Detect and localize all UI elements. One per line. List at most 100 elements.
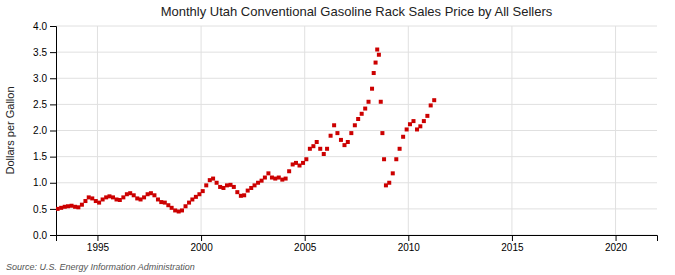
point — [304, 157, 308, 161]
point — [97, 201, 101, 205]
point — [83, 199, 87, 203]
point — [429, 103, 433, 107]
point — [201, 189, 205, 193]
point — [246, 189, 250, 193]
point — [408, 122, 412, 126]
tick-label: 2015 — [501, 242, 524, 253]
point — [277, 176, 281, 180]
tick: 1.0 — [33, 177, 56, 188]
plot: 1995200020052010201520200.00.51.01.52.02… — [33, 21, 657, 253]
tick-mark — [512, 235, 513, 241]
tick: 1995 — [87, 235, 110, 253]
point — [380, 131, 384, 135]
point — [284, 177, 288, 181]
point — [382, 157, 386, 161]
point — [173, 208, 177, 212]
point — [401, 135, 405, 139]
tick-label: 2010 — [398, 242, 421, 253]
point — [322, 152, 326, 156]
point — [418, 124, 422, 128]
point — [142, 195, 146, 199]
tick-label: 0.0 — [33, 230, 47, 241]
point — [163, 201, 167, 205]
point — [225, 183, 229, 187]
point — [253, 183, 257, 187]
points — [56, 48, 436, 214]
point — [377, 53, 381, 57]
tick: 1.5 — [33, 151, 56, 162]
tick-label: 2.5 — [33, 99, 47, 110]
tick-mark — [50, 157, 56, 158]
tick: 2000 — [190, 235, 213, 253]
tick-mark — [616, 235, 617, 241]
point — [301, 161, 305, 165]
point — [90, 196, 94, 200]
point — [242, 193, 246, 197]
point — [422, 119, 426, 123]
grid-line — [511, 26, 512, 235]
point — [332, 123, 336, 127]
tick-label: 2005 — [294, 242, 317, 253]
point — [256, 181, 260, 185]
annotation: Source: U.S. Energy Information Administ… — [6, 262, 195, 272]
tick-label: 1.0 — [33, 177, 47, 188]
point — [432, 98, 436, 102]
tick: 2010 — [398, 235, 421, 253]
point — [80, 203, 84, 207]
tick: 3.5 — [33, 47, 56, 58]
point — [76, 205, 80, 209]
point — [132, 193, 136, 197]
y-axis-label: Dollars per Gallon — [4, 86, 16, 174]
axis-line — [57, 236, 658, 242]
point — [184, 204, 188, 208]
tick-mark — [305, 235, 306, 241]
tick-label: 0.5 — [33, 204, 47, 215]
point — [405, 127, 409, 131]
point — [215, 181, 219, 185]
point — [170, 206, 174, 210]
point — [349, 131, 353, 135]
point — [346, 140, 350, 144]
grid-line — [56, 104, 657, 105]
point — [311, 144, 315, 148]
point — [107, 194, 111, 198]
x-axis: 199520002005201020152020 — [57, 235, 658, 253]
tick-mark — [50, 78, 56, 79]
tick-mark — [97, 235, 98, 241]
point — [329, 134, 333, 138]
point — [325, 147, 329, 151]
chart: 1995200020052010201520200.00.51.01.52.02… — [0, 0, 675, 275]
grid-line — [615, 26, 616, 235]
tick-label: 1995 — [87, 242, 110, 253]
point — [411, 119, 415, 123]
tick-mark — [50, 183, 56, 184]
point — [398, 147, 402, 151]
point — [387, 181, 391, 185]
point — [152, 193, 156, 197]
point — [308, 147, 312, 151]
point — [294, 161, 298, 165]
point — [235, 190, 239, 194]
point — [128, 191, 132, 195]
tick-label: 3.5 — [33, 47, 47, 58]
point — [266, 171, 270, 175]
point — [394, 157, 398, 161]
tick: 0.5 — [33, 204, 56, 215]
tick: 2005 — [294, 235, 317, 253]
point — [194, 195, 198, 199]
point — [339, 138, 343, 142]
point — [363, 107, 367, 111]
tick: 3.0 — [33, 73, 56, 84]
tick-label: 4.0 — [33, 21, 47, 32]
tick: 2.0 — [33, 125, 56, 136]
tick: 2015 — [501, 235, 524, 253]
grid-line — [56, 208, 657, 209]
point — [190, 197, 194, 201]
axis-line — [50, 27, 57, 236]
point — [391, 171, 395, 175]
point — [273, 177, 277, 181]
point — [101, 197, 105, 201]
grid-line — [56, 156, 657, 157]
grid-line — [201, 26, 202, 235]
tick-mark — [50, 104, 56, 105]
